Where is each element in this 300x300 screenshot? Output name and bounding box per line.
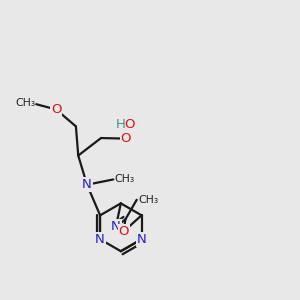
Text: N: N [82,178,92,191]
Text: CH₃: CH₃ [15,98,35,108]
Text: N: N [137,233,146,246]
Text: O: O [118,225,129,238]
Text: O: O [51,103,61,116]
Text: CH₃: CH₃ [114,175,134,184]
Text: O: O [121,132,131,145]
Text: H: H [116,118,125,130]
Text: N: N [111,220,121,233]
Text: CH₃: CH₃ [138,195,158,205]
Text: O: O [124,118,135,130]
Text: N: N [95,233,105,246]
